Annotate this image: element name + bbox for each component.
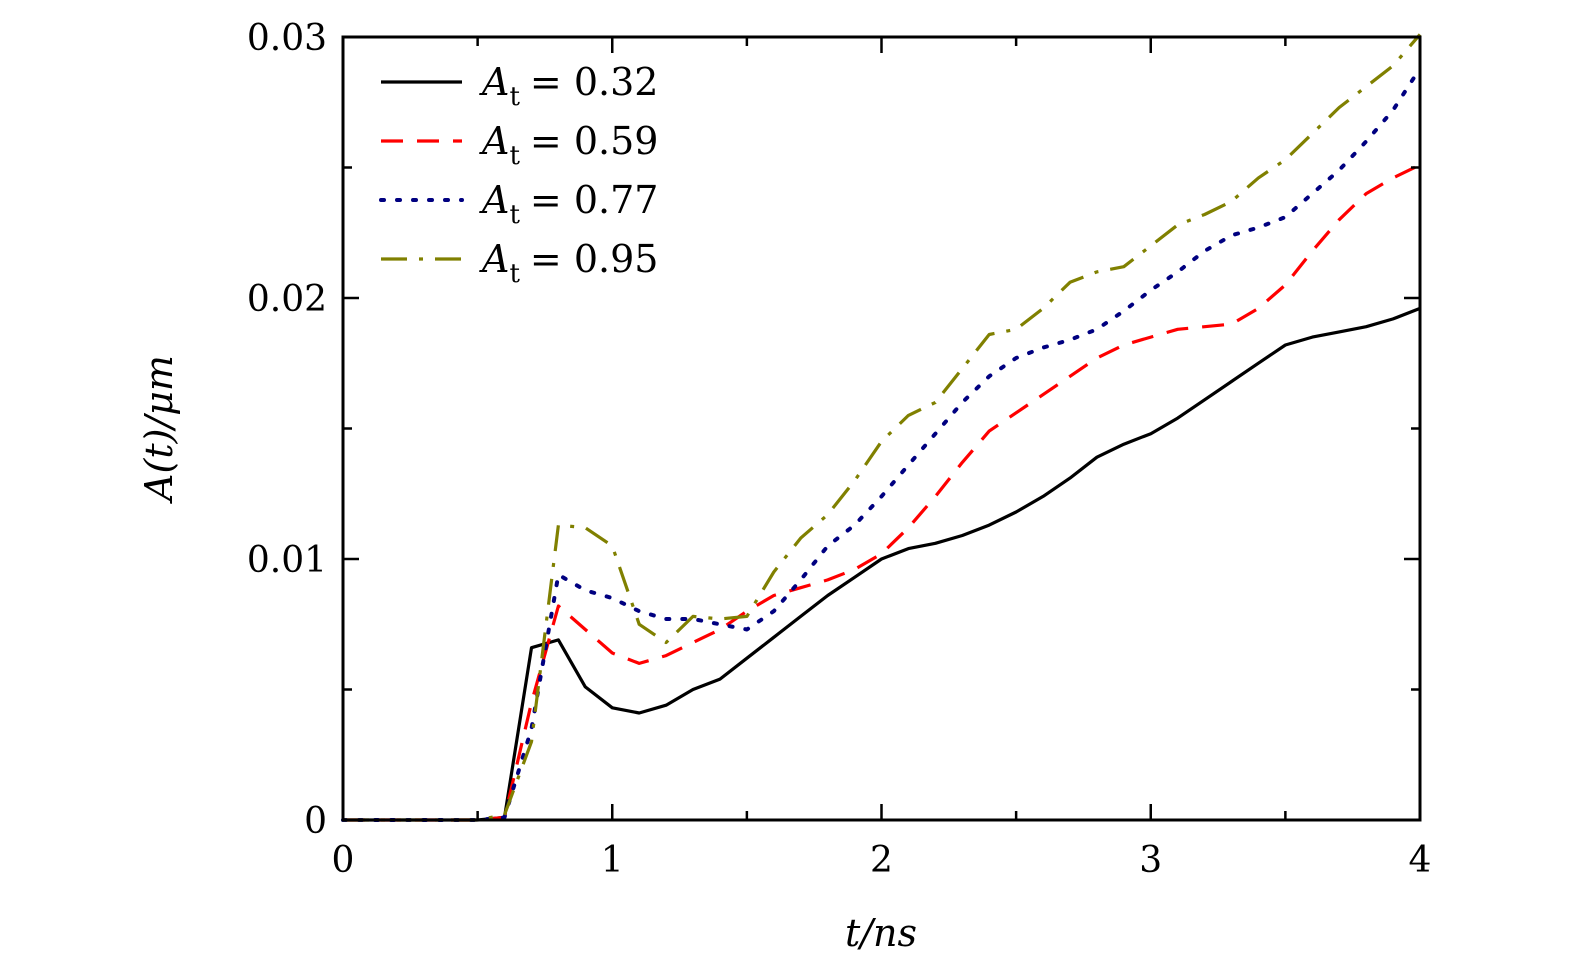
legend: At = 0.32 At = 0.59 At = 0.77 At = 0.95 (379, 60, 658, 289)
y-tick-label: 0.01 (247, 540, 327, 581)
y-tick-label: 0 (304, 801, 327, 842)
series-line-0 (343, 306, 1421, 822)
series-line-1 (343, 163, 1421, 822)
legend-item: At = 0.32 (381, 60, 658, 112)
legend-item: At = 0.59 (381, 119, 658, 171)
legend-label: At = 0.59 (479, 119, 658, 171)
y-axis-label: A(t)/μm (137, 355, 181, 504)
x-tick-label: 2 (870, 840, 893, 881)
x-tick-label: 1 (601, 840, 624, 881)
tick-labels: 0 1 2 3 4 0 0.01 0.02 0.03 (247, 18, 1432, 881)
legend-item: At = 0.77 (379, 178, 658, 230)
plot-frame (341, 35, 1422, 822)
x-tick-label: 0 (332, 840, 355, 881)
x-tick-label: 3 (1139, 840, 1162, 881)
legend-label: At = 0.32 (479, 60, 658, 112)
x-axis-label: t/ns (845, 911, 917, 955)
x-tick-label: 4 (1409, 840, 1432, 881)
legend-label: At = 0.77 (479, 178, 658, 230)
series-lines (341, 33, 1422, 822)
legend-item: At = 0.95 (381, 237, 658, 289)
series-line-2 (341, 66, 1422, 822)
y-tick-label: 0.03 (247, 18, 327, 59)
y-tick-label: 0.02 (247, 279, 327, 320)
legend-label: At = 0.95 (479, 237, 658, 289)
